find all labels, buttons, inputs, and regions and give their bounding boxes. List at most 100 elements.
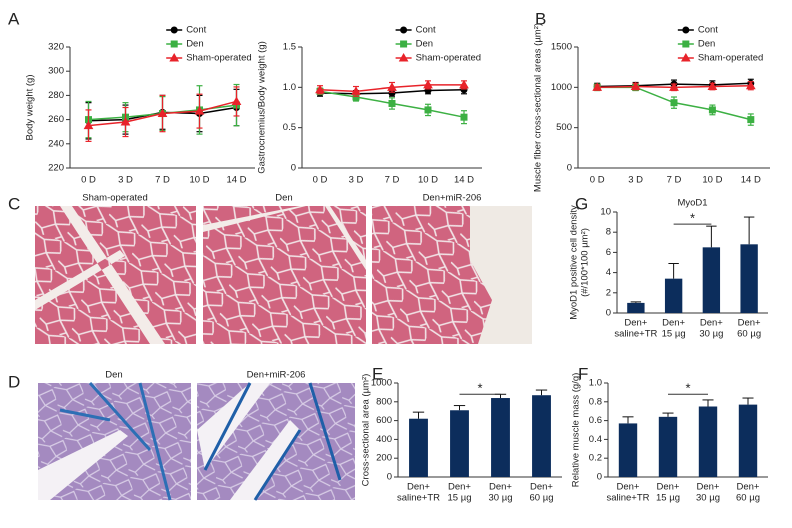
- bar: [491, 398, 510, 477]
- legend-marker: [170, 26, 178, 34]
- legend-label: Sham-operated: [416, 53, 481, 64]
- y-tick-label: 1.0: [283, 82, 296, 93]
- bar: [627, 302, 645, 313]
- x-tick-label: Den+: [617, 482, 640, 493]
- y-tick-label: 0.4: [589, 434, 602, 445]
- chart: F 0 0.2 0.4 0.6 0.8 1.0 Relative muscle mass (g…: [571, 364, 768, 504]
- error-bar: [742, 397, 754, 405]
- error-bar: [743, 216, 755, 245]
- error-bar: [622, 416, 634, 424]
- x-tick-label: 60 µg: [530, 493, 554, 504]
- y-tick-label: 0.6: [589, 415, 602, 426]
- he-image: [203, 206, 366, 344]
- x-tick-label: 10 D: [702, 175, 722, 186]
- data-point: [460, 113, 468, 121]
- x-tick-label: 30 µg: [699, 329, 723, 340]
- legend-marker: [400, 40, 408, 48]
- data-point: [231, 96, 242, 105]
- tissue-gap: [197, 383, 300, 500]
- image-caption: Sham-operated: [82, 193, 147, 204]
- y-tick-label: 300: [48, 66, 64, 77]
- bar: [532, 395, 551, 477]
- data-point: [120, 117, 131, 126]
- y-tick-label: 0: [387, 472, 392, 483]
- chart-title: MyoD1: [677, 198, 707, 209]
- y-tick-label: 400: [376, 434, 392, 445]
- data-point: [315, 84, 325, 94]
- histology-d: [38, 381, 355, 501]
- image-caption: Den: [105, 370, 122, 381]
- chart: B 0 500 1000 1500 Muscle fiber cross-sectiona…: [533, 9, 770, 192]
- chart: 0 0.5 1.0 1.5 Gastrocnemius/Body weight (g) 0…: [257, 25, 482, 186]
- histology-c: [35, 206, 532, 344]
- x-tick-label: 15 µg: [656, 493, 680, 504]
- x-tick-label: 3 D: [628, 175, 643, 186]
- data-point: [194, 106, 205, 115]
- panel-letter: C: [8, 194, 20, 213]
- bar: [738, 404, 758, 477]
- error-bar: [662, 412, 674, 417]
- background: [470, 206, 532, 344]
- y-tick-label: 0: [597, 472, 602, 483]
- x-tick-label: 60 µg: [737, 329, 761, 340]
- legend-marker: [682, 26, 690, 34]
- legend-marker: [398, 52, 409, 62]
- bar: [618, 423, 638, 477]
- bar: [664, 278, 683, 313]
- legend-marker: [682, 40, 690, 48]
- legend-marker: [680, 52, 691, 62]
- x-tick-label: 14 D: [741, 175, 761, 186]
- y-axis-label: MyoD1 positive cell density: [569, 205, 580, 320]
- x-tick-label: Den+: [624, 318, 647, 329]
- panel-letter: B: [535, 9, 546, 28]
- x-tick-label: Den+: [448, 482, 471, 493]
- x-tick-label: Den+: [657, 482, 680, 493]
- x-tick-label: Den+: [737, 482, 760, 493]
- legend-marker: [400, 26, 408, 34]
- x-tick-label: 14 D: [226, 175, 246, 186]
- x-tick-label: 10 D: [189, 175, 209, 186]
- y-tick-label: 0: [567, 163, 572, 174]
- legend-label: Sham-operated: [698, 53, 763, 64]
- data-point: [459, 79, 469, 89]
- y-axis-label: (#/100*100 µm²): [580, 228, 591, 297]
- x-tick-label: saline+TR: [397, 493, 440, 504]
- panel-letter: A: [8, 9, 20, 28]
- y-tick-label: 280: [48, 90, 64, 101]
- image-caption: Den+miR-206: [247, 370, 306, 381]
- legend-label: Den: [186, 39, 203, 50]
- data-point: [708, 106, 716, 114]
- y-tick-label: 0.2: [589, 453, 602, 464]
- data-point: [351, 86, 361, 95]
- x-tick-label: saline+TR: [614, 329, 657, 340]
- x-tick-label: 7 D: [667, 175, 682, 186]
- y-tick-label: 260: [48, 114, 64, 125]
- x-tick-label: 3 D: [349, 175, 364, 186]
- x-tick-label: saline+TR: [606, 493, 649, 504]
- y-tick-label: 320: [48, 42, 64, 53]
- tissue-gap: [38, 430, 128, 500]
- y-axis-label: Body weight (g): [25, 74, 36, 140]
- y-tick-label: 1.5: [283, 42, 296, 53]
- bar: [702, 247, 721, 313]
- y-tick-label: 1000: [551, 82, 572, 93]
- y-tick-label: 0.8: [589, 396, 602, 407]
- x-tick-label: 30 µg: [489, 493, 513, 504]
- x-tick-label: 0 D: [313, 175, 328, 186]
- error-bar: [412, 411, 425, 419]
- y-tick-label: 6: [606, 247, 611, 258]
- x-tick-label: 15 µg: [662, 329, 686, 340]
- bar: [698, 406, 718, 477]
- x-tick-label: Den+: [530, 482, 553, 493]
- y-tick-label: 0: [291, 163, 296, 174]
- x-tick-label: Den+: [738, 318, 761, 329]
- image-caption: Den: [275, 193, 292, 204]
- y-tick-label: 8: [606, 227, 611, 238]
- bar: [740, 244, 758, 313]
- legend-label: Cont: [416, 25, 436, 36]
- image-caption: Den+miR-206: [423, 193, 482, 204]
- error-bar: [453, 405, 466, 411]
